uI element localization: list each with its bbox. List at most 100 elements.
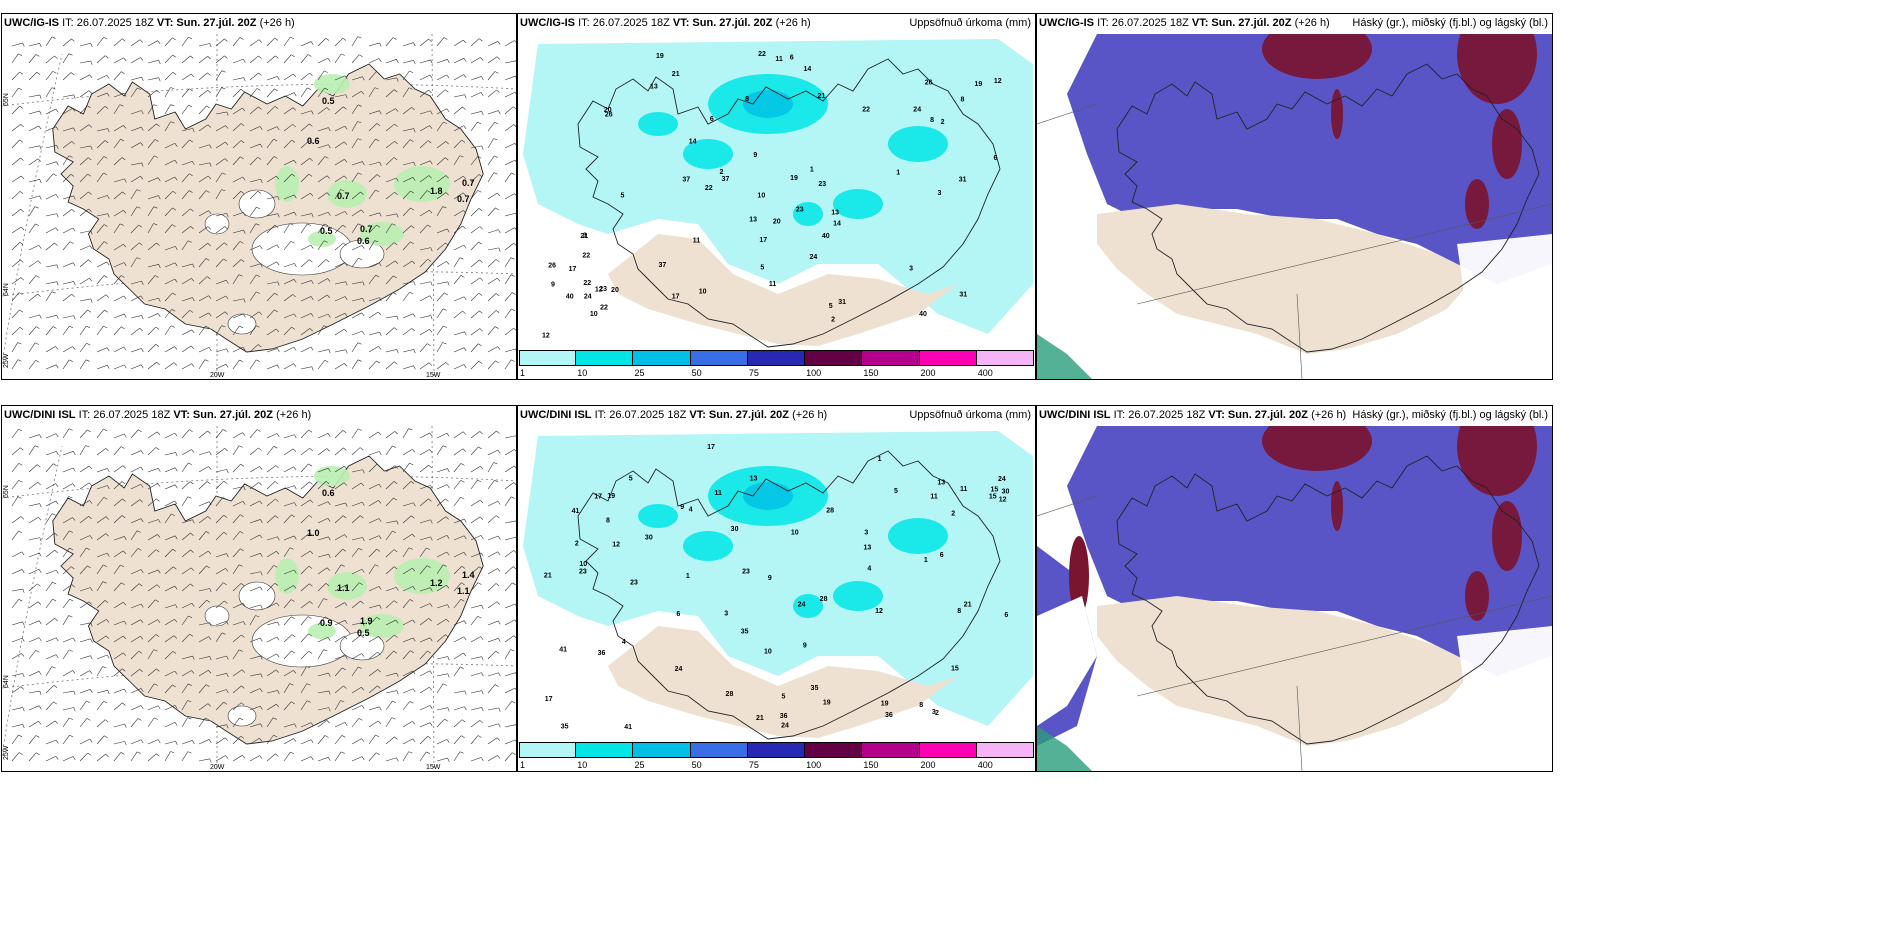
precip-value: 13 xyxy=(750,476,758,483)
precip-value: 19 xyxy=(823,700,831,707)
colorbar-tick-label: 25 xyxy=(634,760,645,770)
colorbar-tick-label: 75 xyxy=(748,368,759,378)
wind-max-label: 0.6 xyxy=(322,488,335,498)
colorbar-swatch xyxy=(519,350,577,366)
lon-label-20: 20W xyxy=(210,372,225,379)
precip-value: 23 xyxy=(599,286,607,293)
precip-value: 40 xyxy=(822,233,830,240)
lead-time: (+26 h) xyxy=(1311,409,1347,421)
wind-max-label: 0.7 xyxy=(337,191,350,201)
precip-value: 5 xyxy=(760,264,764,271)
precip-value: 19 xyxy=(881,700,889,707)
precip-value: 14 xyxy=(803,66,811,73)
valid-prefix: VT: xyxy=(689,409,706,421)
precip-value: 1 xyxy=(686,573,690,580)
wind-max-label: 0.7 xyxy=(360,224,373,234)
precip-value: 26 xyxy=(605,111,613,118)
precip-value: 6 xyxy=(710,116,714,123)
init-time: IT: 26.07.2025 18Z xyxy=(1113,409,1206,421)
precip-value: 20 xyxy=(611,287,619,294)
precip-value: 8 xyxy=(606,517,610,524)
init-time: IT: 26.07.2025 18Z xyxy=(578,17,670,29)
precip-value: 28 xyxy=(826,508,834,515)
precip-value: 3 xyxy=(864,529,868,536)
lon-label-25: 25W xyxy=(3,745,10,760)
precip-value: 26 xyxy=(548,263,556,270)
precip-value: 36 xyxy=(885,712,893,719)
precip-value: 35 xyxy=(811,685,819,692)
precip-value: 4 xyxy=(867,566,871,573)
model-name: UWC/IG-IS xyxy=(520,17,575,29)
precip-value: 22 xyxy=(600,305,608,312)
precip-value: 5 xyxy=(781,694,785,701)
valid-prefix: VT: xyxy=(1191,17,1209,29)
precip-value: 9 xyxy=(768,575,772,582)
precip-value: 10 xyxy=(791,530,799,537)
precip-value: 30 xyxy=(645,535,653,542)
precip-value: 31 xyxy=(838,299,846,306)
valid-prefix: VT: xyxy=(672,17,690,29)
dry-land xyxy=(608,234,958,346)
precip-value: 10 xyxy=(579,561,587,568)
precip-value: 24 xyxy=(810,254,818,261)
precip-field xyxy=(523,39,1033,334)
precip-value: 9 xyxy=(803,643,807,650)
colorbar-tick-label: 50 xyxy=(691,368,702,378)
wind-max-label: 1.1 xyxy=(457,586,470,596)
model-name: UWC/IG-IS xyxy=(4,17,59,29)
precip-value: 28 xyxy=(820,596,828,603)
precip-value: 6 xyxy=(940,552,944,559)
precip-value: 12 xyxy=(542,333,550,340)
precip-value: 21 xyxy=(756,715,764,722)
colorbar-swatch xyxy=(919,742,977,758)
precip-value: 3 xyxy=(937,190,941,197)
precip-value: 41 xyxy=(624,724,632,731)
colorbar-swatch xyxy=(690,350,748,366)
colorbar-tick-label: 1 xyxy=(520,368,526,378)
precip-value: 6 xyxy=(790,54,794,61)
lon-label-15: 15W xyxy=(426,764,441,771)
precip-shading xyxy=(275,466,450,639)
precip-colorbar: 1 10 25 50 75 100 150 200 400 xyxy=(519,350,1034,378)
model-name: UWC/DINI ISL xyxy=(520,409,592,421)
wind-max-label: 0.5 xyxy=(322,96,335,106)
cloud-panel-top: UWC/IG-IS IT: 26.07.2025 18Z VT: Sun. 27… xyxy=(1036,13,1553,380)
colorbar-tick-label: 200 xyxy=(920,368,936,378)
colorbar-tick-label: 1 xyxy=(520,760,526,770)
init-time: IT: 26.07.2025 18Z xyxy=(78,409,171,421)
wind-panel-top: UWC/IG-IS IT: 26.07.2025 18Z VT: Sun. 27… xyxy=(1,13,517,380)
valid-time: Sun. 27.júl. 20Z xyxy=(192,409,273,421)
colorbar-swatch xyxy=(862,350,920,366)
precip-value: 31 xyxy=(959,176,967,183)
model-name: UWC/DINI ISL xyxy=(4,409,76,421)
precip-value: 21 xyxy=(672,71,680,78)
precip-value: 5 xyxy=(620,192,624,199)
wind-max-label: 1.9 xyxy=(360,616,373,626)
precip-value: 13 xyxy=(749,216,757,223)
precip-value: 24 xyxy=(798,601,806,608)
colorbar-tick-label: 400 xyxy=(977,368,993,378)
precip-value: 17 xyxy=(759,237,767,244)
colorbar-tick-label: 400 xyxy=(977,760,993,770)
cloud-title: Háský (gr.), miðský (fj.bl.) og lágský (… xyxy=(1352,17,1548,29)
precip-value: 11 xyxy=(930,494,938,501)
precip-value: 10 xyxy=(764,648,772,655)
wind-max-label: 0.6 xyxy=(307,136,320,146)
lon-label-25: 25W xyxy=(3,353,10,368)
precip-title: Uppsöfnuð úrkoma (mm) xyxy=(909,17,1031,29)
wind-barbs xyxy=(11,428,516,763)
precip-value: 3 xyxy=(909,266,913,273)
precip-value: 17 xyxy=(569,266,577,273)
precip-value: 6 xyxy=(1004,612,1008,619)
cloud-panel-header: UWC/IG-IS IT: 26.07.2025 18Z VT: Sun. 27… xyxy=(1039,17,1548,31)
iceland-coastline xyxy=(1116,455,1540,745)
valid-prefix: VT: xyxy=(173,409,190,421)
wind-max-label: 0.7 xyxy=(457,194,470,204)
colorbar-swatch xyxy=(633,742,691,758)
colorbar-swatch xyxy=(576,350,634,366)
precip-title: Uppsöfnuð úrkoma (mm) xyxy=(909,409,1031,421)
precip-value: 4 xyxy=(689,506,693,513)
wind-map: 65N 64N 25W 20W 15W 0.6 1.0 1.1 1.2 1.4 1.1 0.9 1.9 0… xyxy=(2,426,516,771)
land-area xyxy=(1097,204,1477,354)
